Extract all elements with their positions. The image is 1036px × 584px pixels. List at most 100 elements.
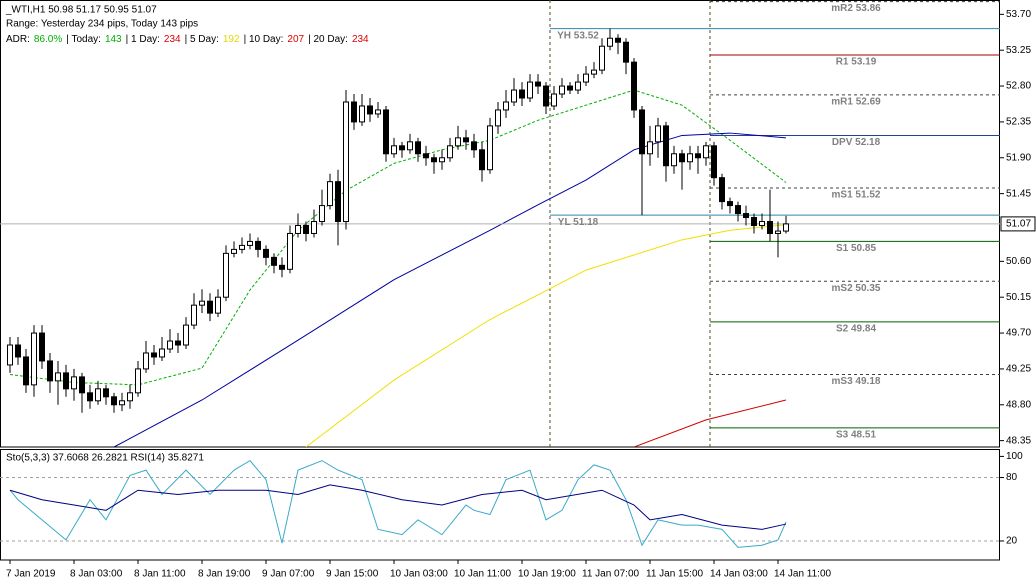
level-label: S1 50.85 xyxy=(836,243,876,254)
y-tick-label: 52.35 xyxy=(1006,117,1031,128)
candle-body xyxy=(463,137,469,143)
candle-body xyxy=(151,352,157,358)
candle-body xyxy=(583,73,589,83)
candle-body xyxy=(703,145,709,159)
x-tick-label: 8 Jan 11:00 xyxy=(134,569,186,580)
candle-body xyxy=(735,205,741,215)
candle-body xyxy=(191,304,197,326)
candle-body xyxy=(55,372,61,382)
level-label: mS1 51.52 xyxy=(832,190,881,201)
y-tick-label: 51.45 xyxy=(1006,188,1031,199)
level-label: DPV 52.18 xyxy=(832,137,881,148)
y-tick-label: 49.70 xyxy=(1006,328,1031,339)
candle-body xyxy=(215,296,221,314)
candle-body xyxy=(607,37,613,47)
adr-item: | 5 Day: xyxy=(185,34,219,45)
candle-body xyxy=(567,85,573,91)
candle-body xyxy=(511,89,517,103)
candle-body xyxy=(711,145,717,179)
main-plot xyxy=(0,1,1000,447)
candle-body xyxy=(423,153,429,159)
candle-body xyxy=(343,101,349,223)
candle-body xyxy=(23,356,29,386)
candle-body xyxy=(751,217,757,226)
chart-title: _WTI,H1 50.98 51.17 50.95 51.07 xyxy=(5,5,157,16)
candle-body xyxy=(127,392,133,402)
candle-body xyxy=(327,181,333,207)
x-tick-label: 10 Jan 03:00 xyxy=(390,569,448,580)
candle-body xyxy=(687,153,693,163)
candle-body xyxy=(383,109,389,155)
candle-body xyxy=(471,141,477,151)
candle-body xyxy=(543,85,549,107)
candle-body xyxy=(359,105,365,123)
last-price-label: 51.07 xyxy=(1006,219,1031,230)
adr-item: | Today: xyxy=(66,34,101,45)
oscillator-title: Sto(5,3,3) 37.6068 26.2821 RSI(14) 35.82… xyxy=(6,453,204,464)
candle-body xyxy=(111,396,117,406)
oscillator-panel xyxy=(0,449,1000,561)
candle-body xyxy=(631,61,637,111)
candle-body xyxy=(743,213,749,219)
adr-item: ADR: xyxy=(6,34,30,45)
adr-item: 192 xyxy=(223,34,240,45)
candle-body xyxy=(727,201,733,207)
x-tick-label: 14 Jan 11:00 xyxy=(774,569,832,580)
candle-body xyxy=(311,221,317,234)
candle-body xyxy=(207,300,213,314)
candle-body xyxy=(535,81,541,87)
moving-average xyxy=(305,224,787,447)
candle-body xyxy=(303,224,309,234)
oscillator-line xyxy=(9,459,787,548)
adr-item: 143 xyxy=(105,34,122,45)
candle-body xyxy=(295,224,301,234)
candle-body xyxy=(223,252,229,298)
adr-item: 86.0% xyxy=(34,34,62,45)
candle-body xyxy=(167,340,173,350)
candle-body xyxy=(263,248,269,258)
candle-body xyxy=(447,145,453,159)
candle-body xyxy=(159,348,165,358)
moving-average xyxy=(633,399,787,447)
y-tick-label: 53.70 xyxy=(1006,9,1031,20)
subtitle: Range: Yesterday 234 pips, Today 143 pip… xyxy=(6,19,198,30)
candle-body xyxy=(639,109,645,155)
y-tick-label: 50.60 xyxy=(1006,256,1031,267)
level-label: S3 48.51 xyxy=(836,430,876,441)
candle-body xyxy=(375,109,381,115)
candle-body xyxy=(135,368,141,394)
oscillator-plot xyxy=(0,459,1000,548)
candle-body xyxy=(95,388,101,402)
x-tick-label: 8 Jan 03:00 xyxy=(70,569,123,580)
candle-body xyxy=(63,372,69,390)
y-tick-label: 48.80 xyxy=(1006,399,1031,410)
candle-body xyxy=(143,352,149,370)
candle-body xyxy=(495,109,501,127)
candle-body xyxy=(231,248,237,254)
axes: 53.70 53.25 52.80 52.35 51.90 51.45 50.60 50.15… xyxy=(6,3,1036,580)
candle-body xyxy=(439,157,445,163)
candle-body xyxy=(391,145,397,155)
candle-body xyxy=(559,85,565,95)
last-price-box xyxy=(1000,216,1036,232)
x-tick-label: 11 Jan 07:00 xyxy=(582,569,640,580)
x-tick-label: 10 Jan 19:00 xyxy=(518,569,576,580)
candle-body xyxy=(407,141,413,151)
candle-body xyxy=(399,145,405,151)
candle-body xyxy=(87,392,93,402)
candle-body xyxy=(119,400,125,406)
candle-body xyxy=(351,101,357,123)
y-tick-label: 50.15 xyxy=(1006,292,1031,303)
candle-body xyxy=(71,376,77,390)
x-tick-label: 9 Jan 07:00 xyxy=(262,569,315,580)
candle-body xyxy=(503,101,509,111)
adr-line: ADR: 86.0% | Today: 143 | 1 Day: 234 | 5 Day: 1… xyxy=(6,34,369,45)
candle-body xyxy=(47,360,53,382)
candle-body xyxy=(335,181,341,223)
candle-body xyxy=(199,300,205,306)
candle-body xyxy=(247,240,253,246)
candle-body xyxy=(783,223,789,232)
adr-item: 234 xyxy=(164,34,181,45)
x-tick-label: 8 Jan 19:00 xyxy=(198,569,251,580)
